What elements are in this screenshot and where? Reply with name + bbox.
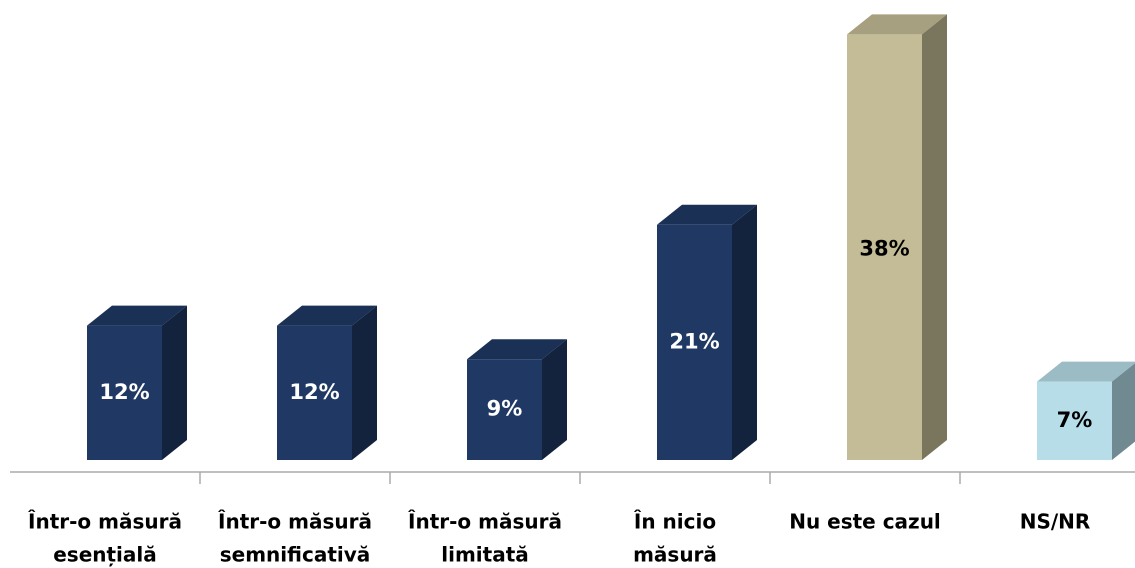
- x-tick-label: limitată: [441, 543, 529, 567]
- value-label: 12%: [99, 380, 149, 404]
- bar-top: [847, 14, 947, 35]
- x-tick-label: În nicio: [634, 510, 716, 534]
- x-tick-label: Într-o măsură: [28, 510, 182, 534]
- value-label: 38%: [859, 236, 909, 260]
- x-tick-label: măsură: [633, 543, 717, 567]
- bar-top: [657, 204, 757, 225]
- bar: [277, 305, 377, 460]
- bar-top: [467, 339, 567, 360]
- value-label: 12%: [289, 380, 339, 404]
- bar-side: [732, 204, 757, 460]
- bar-side: [542, 339, 567, 460]
- bar: [1037, 361, 1135, 460]
- bar-side: [1112, 363, 1135, 460]
- x-tick-label: Într-o măsură: [408, 510, 562, 534]
- bar-front: [1037, 381, 1112, 460]
- bar-side: [352, 305, 377, 460]
- bar: [467, 339, 567, 460]
- x-tick-label: semnificativă: [220, 543, 371, 567]
- bar-front: [847, 34, 922, 461]
- x-tick-label: Într-o măsură: [218, 510, 372, 534]
- x-tick-label: esențială: [53, 543, 157, 567]
- bar-side: [162, 305, 187, 460]
- bar-front: [657, 224, 732, 460]
- bar: [657, 204, 757, 460]
- bar-front: [467, 359, 542, 460]
- bar-front: [277, 325, 352, 460]
- bar-top: [1037, 361, 1135, 382]
- value-label: 7%: [1057, 408, 1093, 432]
- x-tick-label: NS/NR: [1020, 510, 1091, 534]
- bar-top: [277, 305, 377, 326]
- value-label: 9%: [487, 397, 523, 421]
- bar-top: [87, 305, 187, 326]
- x-tick-label: Nu este cazul: [789, 510, 941, 534]
- bar: [847, 14, 947, 461]
- bar-side: [922, 14, 947, 461]
- value-label: 21%: [669, 329, 719, 353]
- bar-front: [87, 325, 162, 460]
- bar: [87, 305, 187, 460]
